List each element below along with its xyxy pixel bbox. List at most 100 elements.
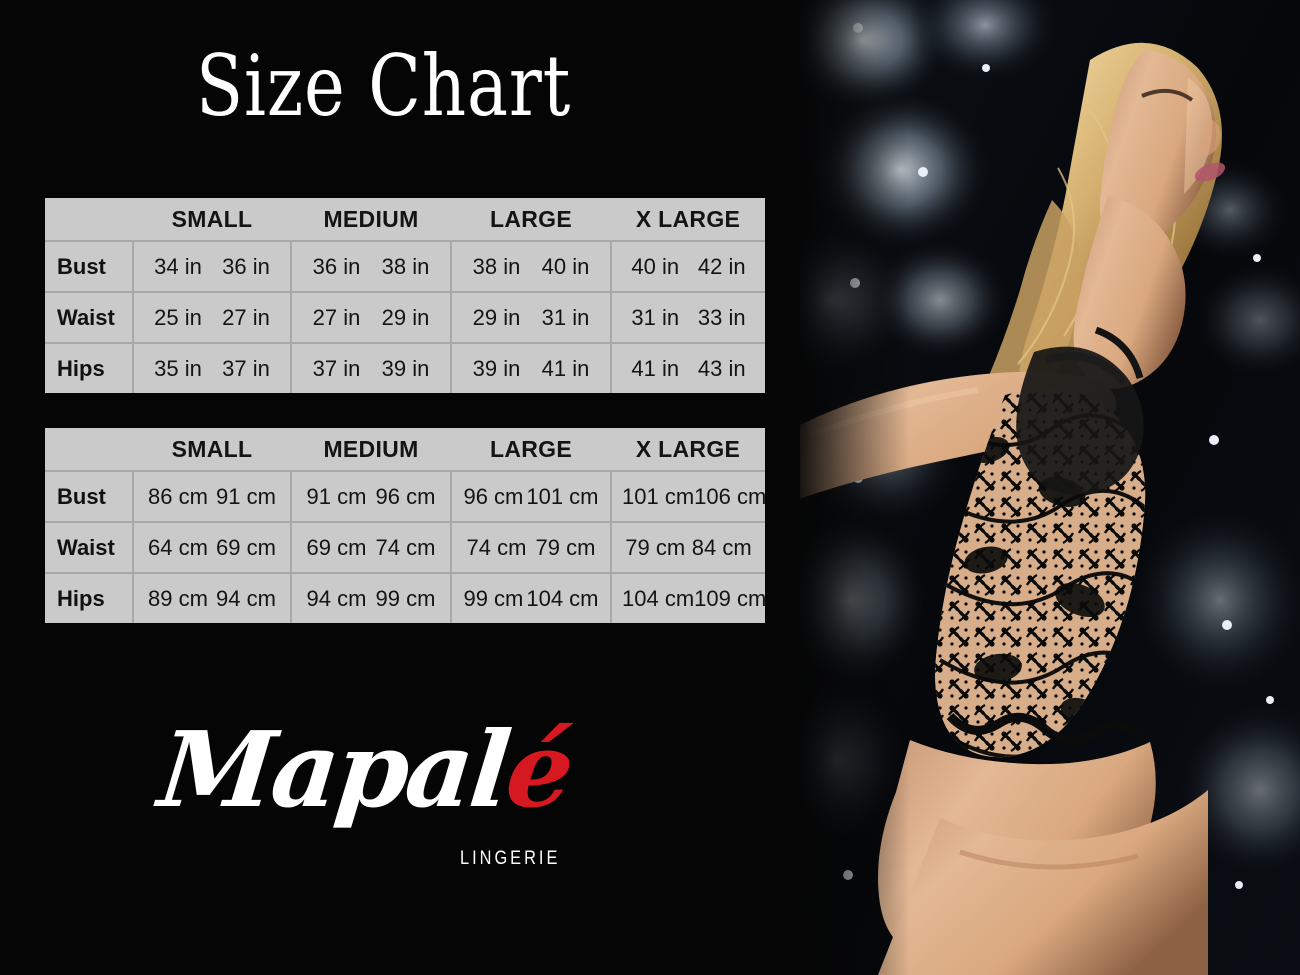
value-max: 36 in [222,253,270,279]
value-min: 64 cm [148,534,208,560]
value-max: 106 cm [694,483,767,509]
cell-waist-small: 64 cm 69 cm [133,521,292,573]
value-max: 109 cm [694,585,767,611]
table-header-row: SMALL MEDIUM LARGE X LARGE [45,198,765,241]
value-min: 39 in [472,355,521,381]
value-max: 69 cm [216,534,276,560]
cell-hips-large: 39 in 41 in [451,342,612,393]
table-row: Hips 35 in 37 in 37 in 39 in [45,342,765,393]
value-max: 84 cm [691,534,752,560]
value-min: 31 in [631,304,680,330]
model-photograph [790,0,1300,975]
value-min: 86 cm [148,483,208,509]
cell-bust-small: 86 cm 91 cm [133,470,292,522]
value-min: 41 in [631,355,680,381]
cell-waist-xlarge: 31 in 33 in [611,291,765,343]
model-legs [878,740,1208,975]
value-min: 37 in [312,355,361,381]
value-max: 39 in [381,355,430,381]
cell-hips-large: 99 cm 104 cm [451,572,612,623]
value-max: 91 cm [216,483,276,509]
cell-hips-medium: 94 cm 99 cm [291,572,452,623]
value-min: 91 cm [306,483,367,509]
value-min: 101 cm [622,483,695,509]
value-max: 79 cm [535,534,596,560]
cell-waist-large: 74 cm 79 cm [451,521,612,573]
row-label-bust: Bust [45,470,134,522]
value-max: 96 cm [375,483,436,509]
page-title: Size Chart [196,37,572,135]
value-max: 94 cm [216,585,276,611]
column-header-medium: MEDIUM [291,198,451,241]
value-min: 99 cm [463,585,524,611]
value-min: 35 in [154,355,202,381]
model-photograph-illustration [790,0,1300,975]
row-label-bust: Bust [45,240,134,292]
cell-hips-small: 35 in 37 in [133,342,292,393]
value-max: 33 in [697,304,746,330]
cell-waist-medium: 69 cm 74 cm [291,521,452,573]
row-label-waist: Waist [45,291,134,343]
cell-bust-small: 34 in 36 in [133,240,292,292]
value-min: 34 in [154,253,202,279]
value-max: 29 in [381,304,430,330]
cell-waist-medium: 27 in 29 in [291,291,452,343]
value-max: 38 in [381,253,430,279]
value-max: 42 in [697,253,746,279]
cell-waist-large: 29 in 31 in [451,291,612,343]
cell-bust-large: 96 cm 101 cm [451,470,612,522]
value-min: 94 cm [306,585,367,611]
table-row: Waist 25 in 27 in 27 in 29 in [45,291,765,343]
value-max: 40 in [541,253,590,279]
value-min: 69 cm [306,534,367,560]
table-header-row: SMALL MEDIUM LARGE X LARGE [45,428,765,471]
value-min: 38 in [472,253,521,279]
cell-bust-xlarge: 101 cm 106 cm [611,470,767,522]
value-max: 27 in [222,304,270,330]
size-table-inches: SMALL MEDIUM LARGE X LARGE Bust 34 in 36… [45,198,765,393]
value-min: 27 in [312,304,361,330]
column-header-medium: MEDIUM [291,428,451,471]
value-min: 79 cm [625,534,686,560]
model-neck [1073,196,1186,389]
cell-bust-medium: 36 in 38 in [291,240,452,292]
value-max: 31 in [541,304,590,330]
value-min: 25 in [154,304,202,330]
table-row: Waist 64 cm 69 cm 69 cm 74 cm [45,521,765,573]
value-min: 29 in [472,304,521,330]
column-header-large: LARGE [451,428,611,471]
cell-hips-xlarge: 104 cm 109 cm [611,572,767,623]
cell-hips-small: 89 cm 94 cm [133,572,292,623]
value-min: 89 cm [148,585,208,611]
cell-waist-xlarge: 79 cm 84 cm [611,521,765,573]
cell-bust-medium: 91 cm 96 cm [291,470,452,522]
cell-waist-small: 25 in 27 in [133,291,292,343]
cell-hips-medium: 37 in 39 in [291,342,452,393]
value-max: 99 cm [375,585,436,611]
column-header-blank [45,198,133,241]
value-max: 41 in [541,355,590,381]
model-head [1099,50,1226,246]
table-row: Bust 34 in 36 in 36 in 38 in [45,240,765,292]
column-header-xlarge: X LARGE [611,428,765,471]
value-max: 43 in [697,355,746,381]
column-header-large: LARGE [451,198,611,241]
value-max: 37 in [222,355,270,381]
table-row: Hips 89 cm 94 cm 94 cm 99 cm [45,572,767,623]
column-header-small: SMALL [133,198,291,241]
value-min: 36 in [312,253,361,279]
size-table-centimeters: SMALL MEDIUM LARGE X LARGE Bust 86 cm 91… [45,428,767,623]
brand-name-accent: é [500,708,577,831]
value-max: 104 cm [526,585,599,611]
table-row: Bust 86 cm 91 cm 91 cm 96 cm [45,470,767,522]
cell-bust-large: 38 in 40 in [451,240,612,292]
brand-logo: Mapalé LINGERIE [154,708,600,888]
value-min: 40 in [631,253,680,279]
column-header-small: SMALL [133,428,291,471]
brand-tagline: LINGERIE [460,848,561,869]
brand-wordmark: Mapalé [154,708,577,831]
value-min: 96 cm [463,483,524,509]
column-header-xlarge: X LARGE [611,198,765,241]
value-max: 101 cm [526,483,599,509]
